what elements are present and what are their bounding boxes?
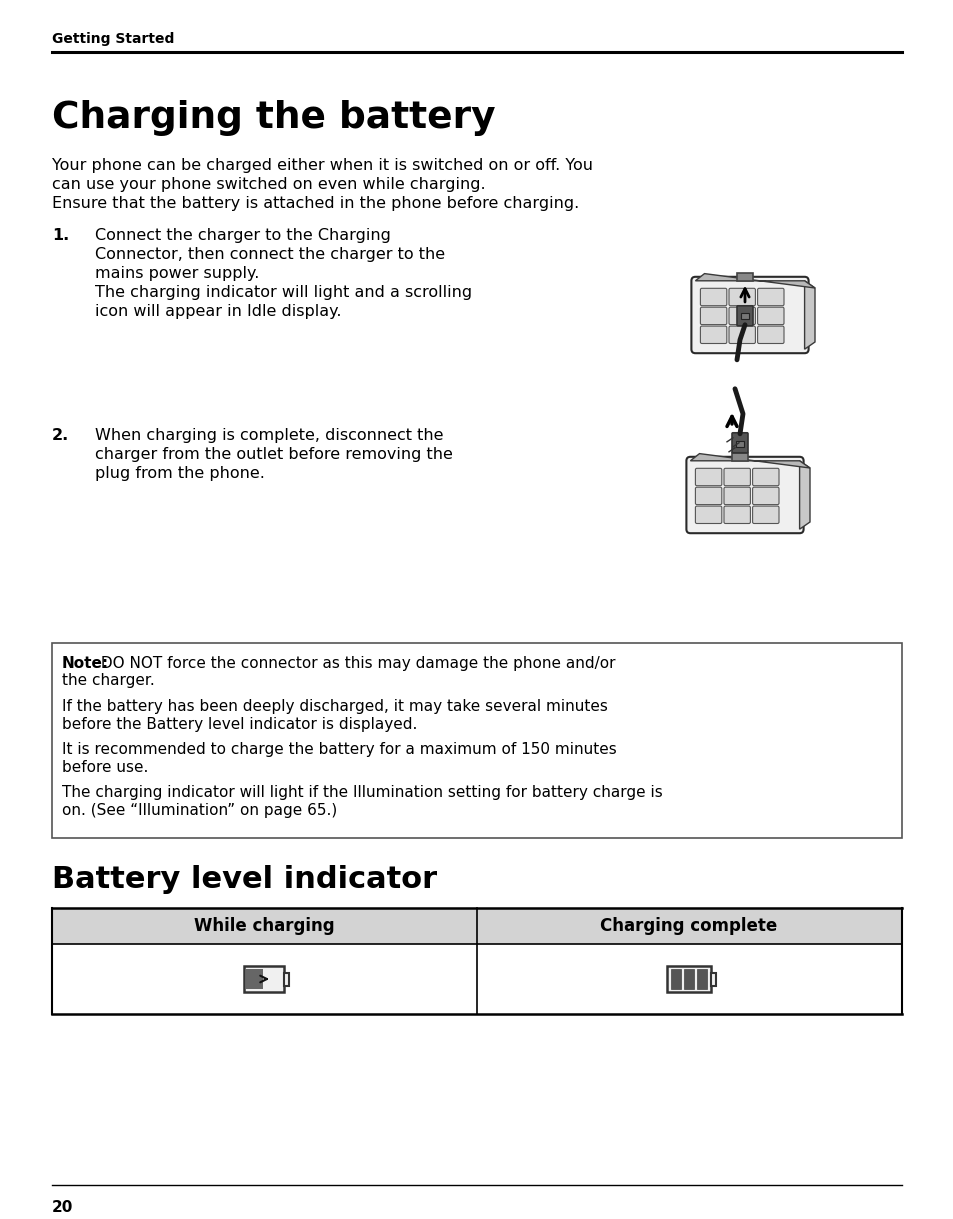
Text: before use.: before use.: [62, 759, 149, 774]
Text: the charger.: the charger.: [62, 674, 154, 689]
Polygon shape: [690, 453, 809, 468]
Text: before the Battery level indicator is displayed.: before the Battery level indicator is di…: [62, 717, 417, 731]
Text: 1.: 1.: [52, 228, 70, 243]
FancyBboxPatch shape: [752, 506, 779, 523]
Bar: [697, 969, 706, 989]
Text: mains power supply.: mains power supply.: [95, 266, 259, 282]
Text: Connector, then connect the charger to the: Connector, then connect the charger to t…: [95, 247, 445, 262]
Text: It is recommended to charge the battery for a maximum of 150 minutes: It is recommended to charge the battery …: [62, 742, 616, 757]
Bar: [284, 973, 289, 985]
Bar: [52, 908, 901, 944]
Text: The charging indicator will light if the Illumination setting for battery charge: The charging indicator will light if the…: [62, 785, 662, 800]
Text: can use your phone switched on even while charging.: can use your phone switched on even whil…: [52, 177, 485, 193]
Bar: [735, 441, 743, 447]
Text: Ensure that the battery is attached in the phone before charging.: Ensure that the battery is attached in t…: [52, 196, 578, 211]
Polygon shape: [799, 461, 809, 529]
FancyBboxPatch shape: [695, 506, 721, 523]
FancyBboxPatch shape: [757, 289, 783, 306]
FancyBboxPatch shape: [685, 457, 802, 533]
FancyBboxPatch shape: [728, 327, 755, 344]
Text: Charging the battery: Charging the battery: [52, 100, 496, 137]
FancyBboxPatch shape: [728, 307, 755, 324]
Text: Battery level indicator: Battery level indicator: [52, 865, 436, 894]
FancyBboxPatch shape: [691, 277, 808, 354]
Text: Your phone can be charged either when it is switched on or off. You: Your phone can be charged either when it…: [52, 158, 593, 173]
Text: 2.: 2.: [52, 428, 70, 442]
Bar: [244, 965, 284, 992]
Bar: [666, 965, 710, 992]
FancyBboxPatch shape: [732, 452, 747, 461]
Text: icon will appear in Idle display.: icon will appear in Idle display.: [95, 304, 341, 319]
Text: DO NOT force the connector as this may damage the phone and/or: DO NOT force the connector as this may d…: [96, 656, 615, 670]
Text: 20: 20: [52, 1199, 73, 1215]
FancyBboxPatch shape: [737, 273, 752, 280]
FancyBboxPatch shape: [752, 488, 779, 505]
FancyBboxPatch shape: [695, 468, 721, 485]
FancyBboxPatch shape: [723, 468, 750, 485]
Polygon shape: [695, 273, 814, 288]
Bar: [740, 313, 748, 319]
Text: Charging complete: Charging complete: [599, 917, 777, 935]
Text: plug from the phone.: plug from the phone.: [95, 466, 265, 482]
FancyBboxPatch shape: [700, 289, 726, 306]
Text: charger from the outlet before removing the: charger from the outlet before removing …: [95, 447, 453, 462]
Text: When charging is complete, disconnect the: When charging is complete, disconnect th…: [95, 428, 443, 442]
FancyBboxPatch shape: [700, 307, 726, 324]
Text: The charging indicator will light and a scrolling: The charging indicator will light and a …: [95, 285, 472, 300]
Bar: [710, 973, 716, 985]
FancyBboxPatch shape: [757, 307, 783, 324]
FancyBboxPatch shape: [752, 468, 779, 485]
FancyBboxPatch shape: [700, 327, 726, 344]
Text: on. (See “Illumination” on page 65.): on. (See “Illumination” on page 65.): [62, 802, 337, 818]
FancyBboxPatch shape: [723, 506, 750, 523]
Bar: [52, 642, 901, 837]
FancyBboxPatch shape: [723, 488, 750, 505]
Bar: [683, 969, 693, 989]
FancyBboxPatch shape: [728, 289, 755, 306]
Text: While charging: While charging: [193, 917, 334, 935]
Bar: [246, 969, 262, 989]
FancyBboxPatch shape: [757, 327, 783, 344]
Text: Note:: Note:: [62, 656, 109, 670]
Text: Getting Started: Getting Started: [52, 32, 174, 46]
Text: If the battery has been deeply discharged, it may take several minutes: If the battery has been deeply discharge…: [62, 698, 607, 714]
Text: Connect the charger to the Charging: Connect the charger to the Charging: [95, 228, 391, 243]
FancyBboxPatch shape: [731, 433, 747, 452]
Bar: [670, 969, 680, 989]
FancyBboxPatch shape: [737, 306, 752, 325]
FancyBboxPatch shape: [695, 488, 721, 505]
Polygon shape: [803, 280, 814, 349]
